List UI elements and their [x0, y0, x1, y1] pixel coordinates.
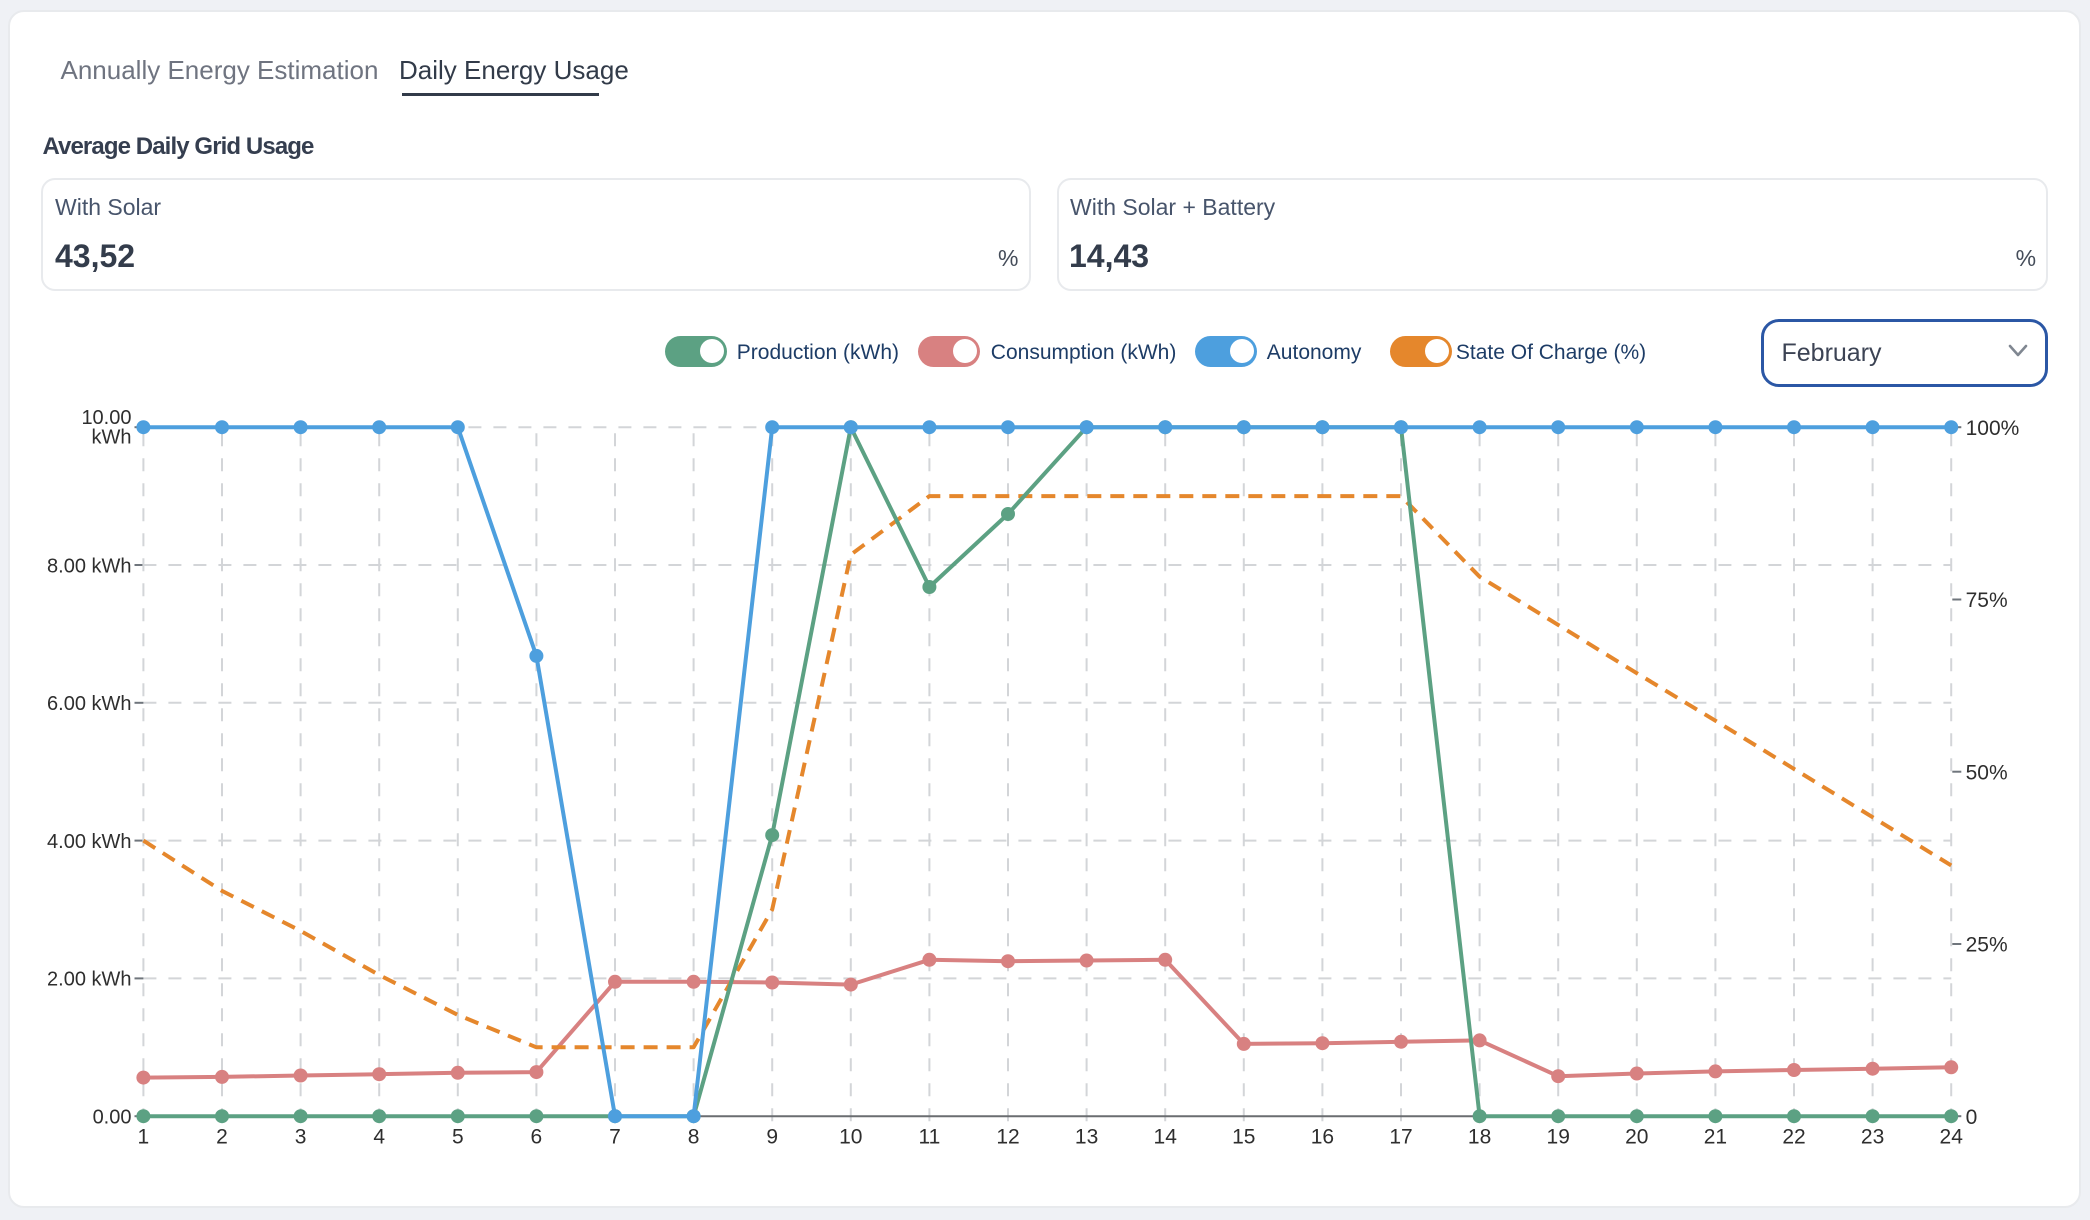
svg-text:0.00: 0.00 [93, 1107, 132, 1129]
svg-text:10.00: 10.00 [81, 407, 131, 429]
svg-text:100%: 100% [1966, 417, 2020, 440]
svg-text:9: 9 [766, 1126, 778, 1149]
svg-text:75%: 75% [1966, 589, 2008, 612]
svg-text:7: 7 [609, 1126, 621, 1149]
svg-text:8.00 kWh: 8.00 kWh [47, 555, 131, 577]
svg-text:23: 23 [1861, 1126, 1884, 1149]
svg-text:12: 12 [996, 1126, 1019, 1149]
svg-text:1: 1 [138, 1126, 150, 1149]
svg-text:22: 22 [1782, 1126, 1805, 1149]
svg-text:18: 18 [1468, 1126, 1491, 1149]
svg-text:6: 6 [531, 1126, 543, 1149]
svg-text:11: 11 [918, 1126, 940, 1149]
svg-text:24: 24 [1940, 1126, 1964, 1149]
svg-text:5: 5 [452, 1126, 464, 1149]
svg-text:4.00 kWh: 4.00 kWh [47, 831, 131, 853]
svg-text:17: 17 [1389, 1126, 1412, 1149]
svg-text:21: 21 [1704, 1126, 1727, 1149]
svg-text:4: 4 [373, 1126, 385, 1149]
svg-text:14: 14 [1154, 1126, 1178, 1149]
svg-text:25%: 25% [1966, 934, 2008, 957]
svg-text:0: 0 [1966, 1106, 1978, 1129]
svg-text:3: 3 [295, 1126, 307, 1149]
svg-text:15: 15 [1232, 1126, 1255, 1149]
svg-text:50%: 50% [1966, 761, 2008, 784]
svg-text:kWh: kWh [92, 427, 132, 449]
svg-text:2: 2 [216, 1126, 228, 1149]
svg-text:6.00 kWh: 6.00 kWh [47, 693, 131, 715]
svg-text:20: 20 [1625, 1126, 1648, 1149]
svg-text:16: 16 [1311, 1126, 1334, 1149]
svg-text:13: 13 [1075, 1126, 1098, 1149]
svg-text:8: 8 [688, 1126, 700, 1149]
svg-text:10: 10 [839, 1126, 862, 1149]
svg-text:2.00 kWh: 2.00 kWh [47, 969, 131, 991]
svg-text:19: 19 [1547, 1126, 1570, 1149]
